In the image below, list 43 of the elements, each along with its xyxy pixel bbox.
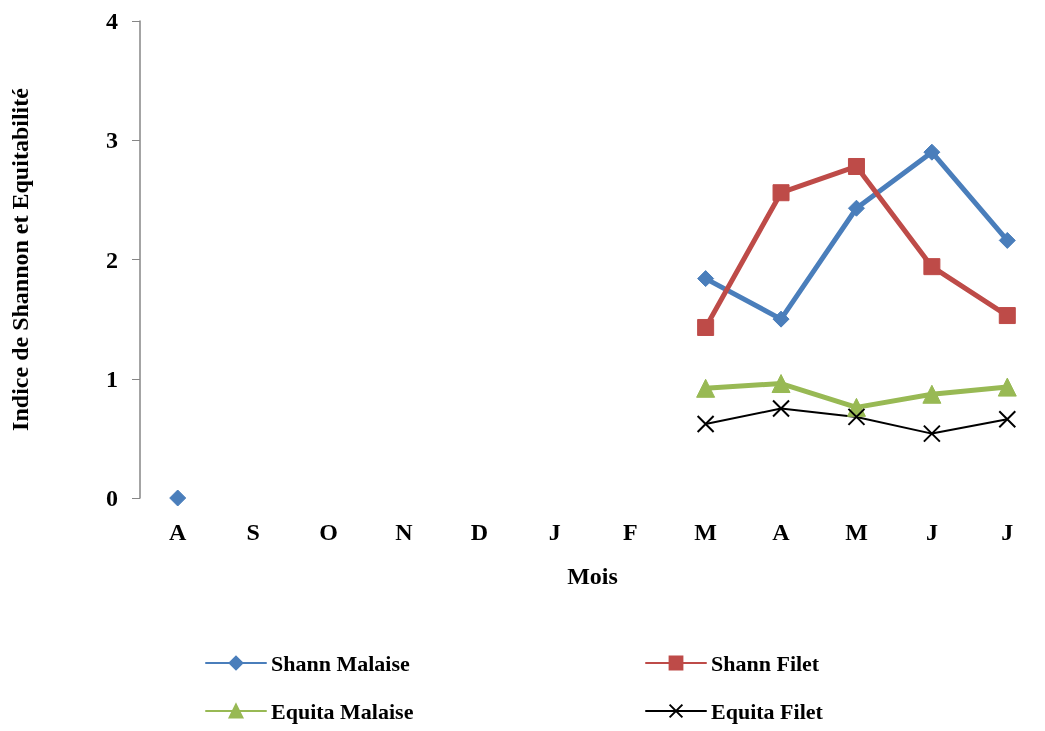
x-tick-label: A xyxy=(169,519,188,545)
x-tick-label: J xyxy=(925,519,938,545)
x-axis-title: Mois xyxy=(567,563,618,589)
x-tick-label: J xyxy=(1001,519,1014,545)
point xyxy=(771,374,791,394)
y-tick-label: 4 xyxy=(106,8,118,34)
x-tick-label: A xyxy=(772,519,791,545)
legend-label: Equita Malaise xyxy=(271,698,414,724)
point xyxy=(847,157,865,175)
point xyxy=(696,415,715,434)
point xyxy=(847,407,866,426)
point xyxy=(997,377,1017,397)
x-tick-label: S xyxy=(246,519,260,545)
point xyxy=(697,270,715,288)
x-tick-label: N xyxy=(395,519,414,545)
point xyxy=(998,410,1017,429)
point xyxy=(169,489,187,507)
legend-label: Shann Filet xyxy=(711,650,820,676)
point xyxy=(847,199,865,217)
legend-label: Shann Malaise xyxy=(271,650,410,676)
point xyxy=(922,424,941,443)
y-tick-label: 1 xyxy=(106,365,118,392)
x-tick-label: O xyxy=(319,519,338,545)
y-tick-label: 2 xyxy=(106,246,118,273)
point xyxy=(696,378,716,398)
y-tick-label: 0 xyxy=(106,485,118,511)
point xyxy=(998,307,1016,325)
point xyxy=(998,231,1016,249)
x-tick-label: D xyxy=(470,519,489,545)
x-tick-label: M xyxy=(845,519,868,545)
x-tick-label: F xyxy=(622,519,638,545)
y-axis-title: Indice de Shannon et Equitabilité xyxy=(7,87,33,431)
point xyxy=(923,258,941,276)
point xyxy=(772,310,790,328)
x-tick-label: J xyxy=(548,519,561,545)
point xyxy=(697,318,715,336)
point xyxy=(923,143,941,161)
point xyxy=(922,384,942,404)
legend-label: Equita Filet xyxy=(711,698,824,724)
x-tick-label: M xyxy=(694,519,717,545)
point xyxy=(772,184,790,202)
y-tick-label: 3 xyxy=(106,127,118,154)
point xyxy=(772,399,791,418)
